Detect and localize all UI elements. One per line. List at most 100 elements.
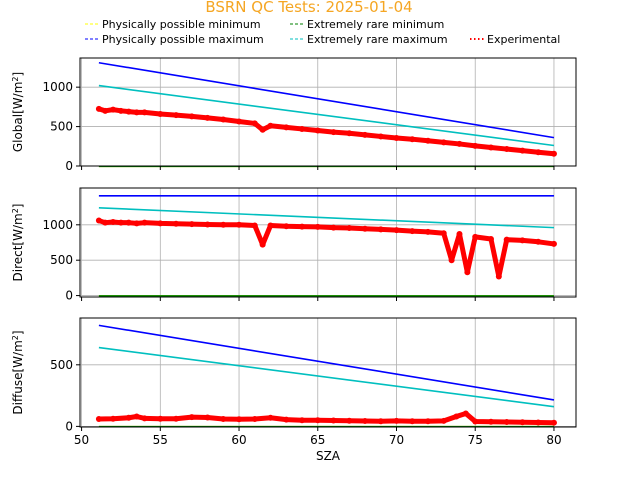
- direct-experimental-line: [96, 218, 557, 279]
- diffuse-phys_max-line: [98, 324, 555, 401]
- direct-experimental-point: [377, 226, 384, 233]
- direct-experimental-point: [259, 241, 266, 248]
- diffuse-experimental-point: [362, 417, 369, 424]
- diffuse-experimental-point: [314, 417, 321, 424]
- diffuse-experimental-point: [409, 418, 416, 425]
- diffuse-experimental-point: [472, 418, 479, 425]
- diffuse-experimental-point: [377, 418, 384, 425]
- diffuse-experimental-point: [173, 415, 180, 422]
- global-experimental-point: [550, 150, 557, 157]
- legend-rare-max-label: Extremely rare maximum: [307, 33, 448, 46]
- direct-experimental-point: [251, 222, 258, 229]
- xtick-label: 75: [468, 433, 483, 447]
- diffuse-experimental-point: [487, 418, 494, 425]
- legend-experimental-label: Experimental: [487, 33, 560, 46]
- diffuse-experimental-point: [503, 418, 510, 425]
- global-experimental-point: [95, 105, 102, 112]
- direct-experimental-point: [440, 230, 447, 237]
- x-axis-label: SZA: [316, 449, 341, 463]
- xtick-label: 80: [546, 433, 561, 447]
- diffuse-experimental-point: [236, 416, 243, 423]
- diffuse-experimental-point: [133, 413, 140, 420]
- diffuse-experimental-point: [220, 415, 227, 422]
- direct-experimental-point: [117, 219, 124, 226]
- diffuse-experimental-point: [125, 414, 132, 421]
- global-experimental-point: [251, 120, 258, 127]
- direct-experimental-point: [464, 269, 471, 276]
- diffuse-experimental-point: [95, 415, 102, 422]
- diffuse-experimental-point: [424, 418, 431, 425]
- ytick-label: 0: [65, 419, 73, 433]
- direct-experimental-point: [503, 236, 510, 243]
- direct-experimental-point: [236, 221, 243, 228]
- global-experimental-point: [346, 130, 353, 137]
- direct-experimental-point: [550, 240, 557, 247]
- legend-rare-min-label: Extremely rare minimum: [307, 18, 444, 31]
- global-experimental-point: [314, 127, 321, 134]
- diffuse-experimental-point: [188, 414, 195, 421]
- ytick-label: 1000: [42, 80, 73, 94]
- global-experimental-point: [157, 110, 164, 117]
- global-experimental-point: [220, 116, 227, 123]
- global-experimental-point: [283, 124, 290, 131]
- diffuse-panel: 0 500 50 55 60 65 70 75 80 Diffuse[W/m2] SZA: [11, 317, 577, 463]
- direct-experimental-point: [283, 223, 290, 230]
- direct-experimental-point: [456, 231, 463, 238]
- global-experimental-point: [456, 140, 463, 147]
- legend: Physically possible minimum Physically p…: [85, 18, 560, 46]
- global-experimental-point: [362, 131, 369, 138]
- direct-experimental-point: [314, 223, 321, 230]
- direct-experimental-point: [487, 235, 494, 242]
- global-experimental-point: [173, 112, 180, 119]
- global-experimental-point: [236, 118, 243, 125]
- diffuse-experimental-point: [462, 410, 469, 417]
- global-phys_max-line: [98, 61, 555, 139]
- direct-experimental-point: [495, 273, 502, 280]
- direct-panel: 0 500 1000 Direct[W/m2]: [11, 187, 577, 303]
- diffuse-experimental-point: [283, 416, 290, 423]
- direct-axes-frame: [79, 187, 577, 298]
- direct-experimental-point: [220, 221, 227, 228]
- ytick-label: 1000: [42, 218, 73, 232]
- global-experimental-point: [409, 136, 416, 143]
- diffuse-axes-frame: [79, 317, 577, 428]
- global-experimental-point: [259, 126, 266, 133]
- diffuse-experimental-point: [346, 417, 353, 424]
- diffuse-experimental-point: [157, 415, 164, 422]
- global-experimental-point: [503, 146, 510, 153]
- ytick-label: 0: [65, 289, 73, 303]
- xtick-label: 60: [231, 433, 246, 447]
- direct-experimental-point: [424, 228, 431, 235]
- diffuse-ylabel: Diffuse[W/m2]: [11, 330, 26, 414]
- xtick-label: 70: [389, 433, 404, 447]
- global-experimental-point: [102, 107, 109, 114]
- global-experimental-point: [110, 106, 117, 113]
- global-axes-frame: [79, 57, 577, 167]
- xtick-label: 50: [74, 433, 89, 447]
- diffuse-experimental-point: [141, 415, 148, 422]
- direct-experimental-point: [110, 218, 117, 225]
- chart-title: BSRN QC Tests: 2025-01-04: [205, 0, 412, 16]
- ytick-label: 500: [50, 253, 73, 267]
- direct-experimental-point: [519, 237, 526, 244]
- diffuse-experimental-point: [251, 415, 258, 422]
- global-experimental-point: [519, 147, 526, 154]
- diffuse-experimental-point: [299, 417, 306, 424]
- global-experimental-point: [133, 109, 140, 116]
- diffuse-rare_max-line: [98, 346, 555, 408]
- direct-experimental-point: [472, 233, 479, 240]
- direct-experimental-point: [188, 221, 195, 228]
- global-experimental-point: [424, 137, 431, 144]
- global-experimental-point: [330, 129, 337, 136]
- global-experimental-point: [125, 108, 132, 115]
- global-experimental-point: [472, 142, 479, 149]
- diffuse-experimental-point: [550, 419, 557, 426]
- diffuse-experimental-point: [330, 417, 337, 424]
- xtick-label: 55: [153, 433, 168, 447]
- global-experimental-point: [117, 107, 124, 114]
- direct-ylabel: Direct[W/m2]: [11, 204, 26, 282]
- diffuse-experimental-point: [110, 415, 117, 422]
- direct-experimental-point: [141, 219, 148, 226]
- global-experimental-line: [96, 106, 557, 157]
